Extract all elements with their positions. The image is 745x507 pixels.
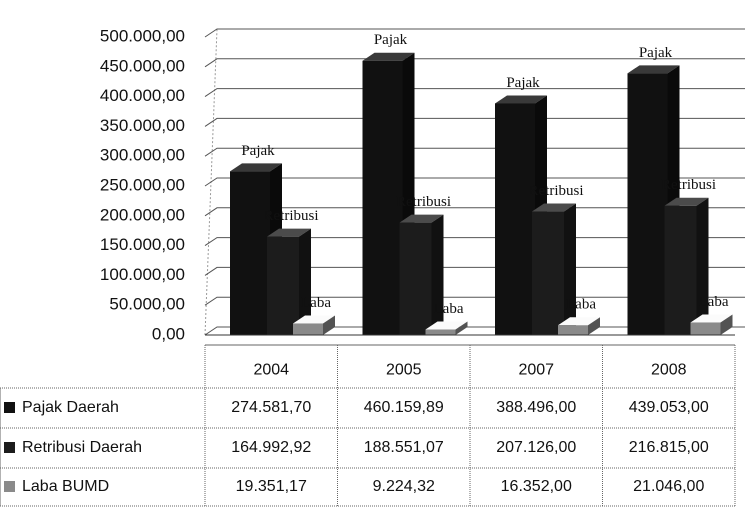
- x-tick-label: 2007: [518, 362, 554, 379]
- bar-face: [230, 171, 270, 335]
- bar-face: [690, 314, 733, 323]
- table-value: 207.126,00: [496, 439, 576, 456]
- y-tick-label: 400.000,00: [100, 86, 185, 105]
- bar-face: [495, 103, 535, 335]
- bar-face: [696, 197, 709, 335]
- bar-face: [627, 65, 680, 74]
- legend-label: Laba BUMD: [22, 478, 109, 495]
- bar-face: [690, 322, 721, 335]
- bar-face: [664, 205, 697, 335]
- bar-face: [267, 228, 311, 237]
- y-tick-label: 300.000,00: [100, 146, 185, 165]
- bar: [425, 321, 468, 335]
- table-value: 274.581,70: [231, 399, 311, 416]
- bar: [399, 214, 444, 335]
- legend-label: Pajak Daerah: [22, 399, 119, 416]
- bar-face: [558, 317, 600, 326]
- y-tick-label: 0,00: [152, 324, 185, 343]
- bar-label: Retribusi: [264, 208, 319, 224]
- bar: [558, 317, 600, 335]
- x-tick-label: 2005: [386, 362, 422, 379]
- bar-face: [455, 321, 468, 335]
- y-tick-label: 200.000,00: [100, 205, 185, 224]
- table-value: 216.815,00: [629, 439, 709, 456]
- bar: [293, 315, 335, 335]
- bar-face: [564, 203, 576, 335]
- y-tick-label: 100.000,00: [100, 265, 185, 284]
- bar-face: [399, 222, 432, 335]
- bar-face: [588, 317, 600, 335]
- table-value: 9.224,32: [373, 478, 435, 495]
- bar-label: Pajak: [374, 32, 408, 48]
- bar-face: [664, 197, 709, 206]
- table-value: 188.551,07: [364, 439, 444, 456]
- y-tick-label: 250.000,00: [100, 175, 185, 194]
- x-tick-label: 2004: [253, 362, 289, 379]
- bar: [532, 203, 576, 335]
- y-tick-label: 50.000,00: [109, 295, 185, 314]
- grid-line: [204, 177, 745, 187]
- grid-line: [204, 88, 745, 98]
- table-value: 21.046,00: [633, 478, 704, 495]
- bar-face: [267, 236, 299, 335]
- bar-face: [362, 52, 415, 61]
- bar-label: Pajak: [241, 143, 275, 159]
- bar-face: [293, 315, 335, 324]
- bar-face: [299, 228, 311, 335]
- bar-face: [720, 314, 733, 335]
- bar-label: Laba: [699, 294, 729, 310]
- bar-face: [293, 323, 323, 335]
- bar-face: [425, 329, 456, 335]
- grid-line: [204, 147, 745, 157]
- table-value: 19.351,17: [236, 478, 307, 495]
- x-tick-label: 2008: [651, 362, 687, 379]
- bar-label: Retribusi: [661, 177, 716, 193]
- grid-line: [204, 117, 745, 127]
- bar-face: [362, 60, 403, 336]
- bar: [664, 197, 709, 335]
- table-value: 16.352,00: [501, 478, 572, 495]
- bar-face: [495, 95, 547, 104]
- bar-label: Pajak: [639, 45, 673, 61]
- table-value: 164.992,92: [231, 439, 311, 456]
- bar-label: Pajak: [506, 75, 540, 91]
- bar-face: [431, 214, 444, 335]
- bar-label: Retribusi: [529, 183, 584, 199]
- bar-face: [399, 214, 444, 223]
- legend-swatch: [4, 481, 15, 492]
- grid-line: [204, 58, 745, 68]
- bar-label: Laba: [434, 301, 464, 317]
- bar: [690, 314, 733, 335]
- bar-face: [323, 315, 335, 335]
- grid-line: [204, 28, 745, 38]
- legend-label: Retribusi Daerah: [22, 439, 142, 456]
- bar-face: [425, 321, 468, 330]
- bar-face: [627, 73, 668, 336]
- table-value: 388.496,00: [496, 399, 576, 416]
- bar-label: Laba: [566, 297, 596, 313]
- y-tick-label: 150.000,00: [100, 235, 185, 254]
- bar: [267, 228, 311, 335]
- y-tick-label: 450.000,00: [100, 56, 185, 75]
- bar-face: [532, 203, 576, 212]
- bar-face: [532, 211, 564, 335]
- table-value: 460.159,89: [364, 399, 444, 416]
- legend-swatch: [4, 442, 15, 453]
- bar-face: [558, 325, 588, 335]
- bar-label: Retribusi: [396, 194, 451, 210]
- bar-face: [230, 163, 282, 172]
- y-tick-label: 500.000,00: [100, 26, 185, 45]
- bar-label: Laba: [301, 295, 331, 311]
- table-value: 439.053,00: [629, 399, 709, 416]
- legend-swatch: [4, 402, 15, 413]
- y-tick-label: 350.000,00: [100, 116, 185, 135]
